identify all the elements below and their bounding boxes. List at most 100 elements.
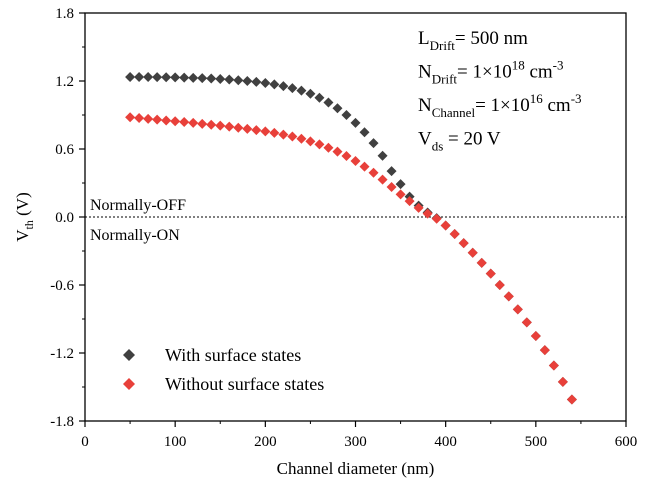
data-point <box>260 126 271 137</box>
data-point <box>494 280 505 290</box>
data-point <box>287 83 298 94</box>
parameter-line: NDrift= 1×1018 cm-3 <box>418 58 564 87</box>
legend-marker <box>123 378 135 390</box>
data-point <box>242 76 253 86</box>
data-point <box>134 113 145 124</box>
y-tick-label: -1.2 <box>50 346 74 362</box>
data-point <box>296 85 307 96</box>
data-point <box>251 76 262 87</box>
data-point <box>431 213 442 224</box>
data-point <box>188 117 199 128</box>
parameter-line: Vds = 20 V <box>418 129 501 154</box>
parameter-line: NChannel= 1×1016 cm-3 <box>418 91 582 120</box>
data-point <box>278 129 289 140</box>
x-tick-label: 400 <box>434 434 457 450</box>
data-point <box>125 72 136 83</box>
data-point <box>485 268 496 279</box>
data-point <box>359 127 370 138</box>
x-axis: 0 100 200 300 400 500 600 <box>81 421 637 450</box>
data-point <box>134 72 145 83</box>
data-point <box>413 202 424 213</box>
y-tick-label: 0.6 <box>55 142 74 158</box>
data-point <box>341 151 352 162</box>
data-point <box>206 73 217 84</box>
data-point <box>125 112 136 123</box>
data-point <box>269 79 280 90</box>
data-point <box>287 131 298 142</box>
data-point <box>377 150 388 161</box>
x-tick-label: 300 <box>344 434 367 450</box>
data-point <box>179 72 190 83</box>
data-point <box>548 360 559 371</box>
data-point <box>269 127 280 138</box>
data-point <box>305 136 316 147</box>
y-tick-label: -0.6 <box>50 278 74 294</box>
y-tick-label: 1.2 <box>55 74 74 90</box>
data-point <box>278 81 289 92</box>
legend-marker <box>123 349 135 361</box>
data-point <box>458 238 469 249</box>
data-point <box>350 117 361 128</box>
data-point <box>179 117 190 128</box>
data-point <box>152 114 163 125</box>
data-point <box>314 92 325 103</box>
data-point <box>188 72 199 83</box>
data-point <box>557 376 568 387</box>
data-point <box>332 103 343 114</box>
data-point <box>368 138 379 149</box>
data-point <box>395 179 406 190</box>
data-point <box>305 88 316 99</box>
data-point <box>566 394 577 405</box>
data-point <box>215 73 226 84</box>
data-point <box>377 174 388 185</box>
data-point <box>224 121 235 132</box>
data-point <box>503 291 514 302</box>
data-point <box>242 123 253 134</box>
x-tick-label: 100 <box>164 434 187 450</box>
parameter-line: LDrift= 500 nm <box>418 28 528 53</box>
data-point <box>314 139 325 150</box>
data-point <box>296 133 307 144</box>
data-point <box>386 166 397 177</box>
data-point <box>260 78 271 89</box>
data-point <box>197 73 208 84</box>
data-point <box>359 161 370 172</box>
data-point <box>530 331 541 341</box>
normally-on-label: Normally-ON <box>90 227 180 244</box>
data-point <box>143 72 154 83</box>
data-point <box>449 229 460 239</box>
data-point <box>323 142 334 153</box>
data-point <box>467 247 478 258</box>
series-layer <box>125 72 577 405</box>
x-axis-label: Channel diameter (nm) <box>277 459 435 478</box>
y-tick-label: -1.8 <box>50 414 74 430</box>
data-point <box>386 181 397 192</box>
legend-label: Without surface states <box>165 374 324 394</box>
y-axis-label: Vth (V) <box>13 192 36 241</box>
data-point <box>161 72 172 83</box>
y-tick-label: 0.0 <box>55 210 74 226</box>
data-point <box>350 156 361 167</box>
data-point <box>332 146 343 157</box>
data-point <box>197 118 208 129</box>
data-point <box>161 115 172 126</box>
data-point <box>404 196 415 207</box>
x-tick-label: 500 <box>525 434 548 450</box>
parameter-annotations: LDrift= 500 nm NDrift= 1×1018 cm-3 NChanne… <box>418 28 582 154</box>
data-point <box>521 317 532 328</box>
data-point <box>143 113 154 124</box>
legend-label: With surface states <box>165 345 301 365</box>
data-point <box>224 74 235 85</box>
x-tick-label: 600 <box>615 434 638 450</box>
data-point <box>206 119 217 130</box>
x-tick-label: 0 <box>81 434 89 450</box>
data-point <box>323 97 334 108</box>
data-point <box>215 120 226 131</box>
data-point <box>251 125 262 136</box>
data-point <box>395 189 406 200</box>
y-tick-label: 1.8 <box>55 6 74 22</box>
legend: With surface states Without surface state… <box>123 345 324 394</box>
data-point <box>422 208 433 219</box>
data-point <box>512 304 523 315</box>
